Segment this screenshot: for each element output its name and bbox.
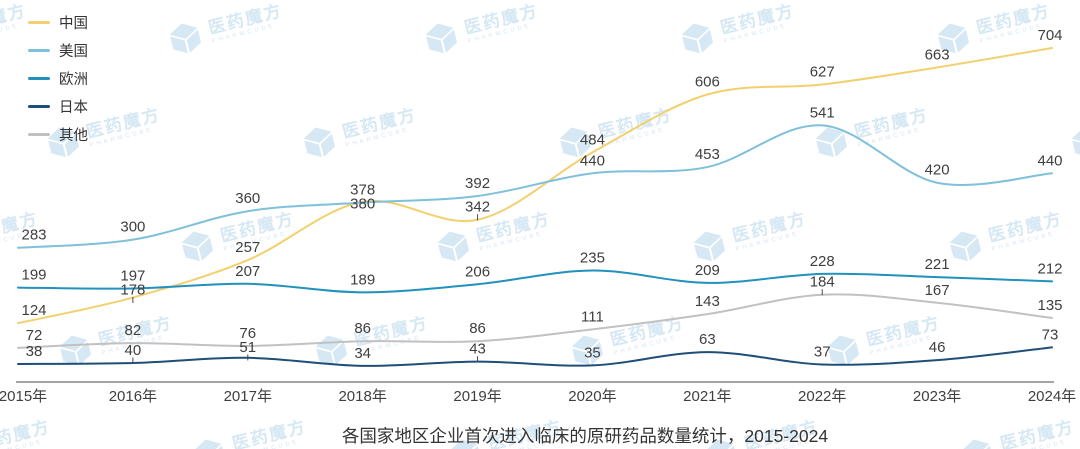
- x-axis-label: 2024年: [1028, 388, 1076, 405]
- data-label-europe-2: 207: [235, 263, 260, 280]
- series-line-japan: [17, 346, 1053, 367]
- legend-swatch-usa: [28, 48, 50, 52]
- x-axis-label: 2021年: [683, 388, 731, 405]
- data-label-china-1: 178: [120, 282, 145, 299]
- data-label-others-5: 111: [581, 308, 604, 325]
- data-label-usa-4: 392: [465, 175, 490, 192]
- legend-swatch-china: [28, 20, 50, 24]
- data-label-china-4: 342: [465, 199, 490, 216]
- data-label-europe-0: 199: [21, 267, 46, 284]
- data-label-others-4: 86: [469, 320, 486, 337]
- legend-item-usa[interactable]: 美国: [28, 36, 88, 64]
- data-label-others-8: 167: [925, 282, 950, 299]
- legend-label: 日本: [59, 99, 88, 116]
- legend-swatch-japan: [28, 104, 50, 108]
- data-label-japan-8: 46: [929, 339, 946, 356]
- data-label-japan-9: 73: [1042, 326, 1059, 343]
- data-label-others-3: 86: [354, 320, 371, 337]
- data-label-usa-9: 440: [1037, 152, 1062, 169]
- data-label-japan-2: 51: [239, 339, 256, 356]
- data-label-usa-2: 360: [235, 190, 260, 207]
- x-axis-label: 2023年: [913, 388, 961, 405]
- legend-item-japan[interactable]: 日本: [28, 92, 88, 120]
- data-label-japan-5: 35: [584, 344, 601, 361]
- data-label-others-9: 135: [1037, 297, 1062, 314]
- data-label-others-7: 184: [810, 274, 835, 291]
- data-label-usa-7: 541: [810, 104, 835, 121]
- data-label-japan-1: 40: [125, 342, 142, 359]
- data-label-others-0: 72: [26, 327, 43, 344]
- data-label-japan-6: 63: [699, 331, 716, 348]
- legend-swatch-europe: [28, 76, 50, 80]
- data-label-china-8: 663: [925, 46, 950, 63]
- chart-title: 各国家地区企业首次进入临床的原研药品数量统计，2015-2024: [341, 426, 829, 446]
- legend-label: 其他: [59, 127, 88, 144]
- data-label-china-6: 606: [695, 73, 720, 90]
- data-label-japan-0: 38: [26, 343, 43, 360]
- data-label-others-1: 82: [125, 322, 142, 339]
- data-label-others-2: 76: [239, 325, 256, 342]
- data-label-china-3: 380: [350, 196, 375, 213]
- data-label-others-6: 143: [695, 293, 720, 310]
- data-label-china-0: 124: [21, 302, 46, 319]
- legend-label: 美国: [59, 43, 88, 60]
- series-line-others: [17, 293, 1053, 349]
- data-label-usa-8: 420: [925, 162, 950, 179]
- x-axis-label: 2016年: [109, 388, 157, 405]
- x-axis-label: 2017年: [224, 388, 272, 405]
- legend-item-china[interactable]: 中国: [28, 8, 88, 36]
- data-label-europe-9: 212: [1037, 260, 1062, 277]
- data-label-japan-7: 37: [814, 343, 831, 360]
- data-label-europe-7: 228: [810, 253, 835, 270]
- legend: 中国美国欧洲日本其他: [28, 8, 88, 148]
- data-label-china-5: 484: [580, 131, 605, 148]
- series-line-usa: [17, 124, 1053, 249]
- data-label-europe-1: 197: [120, 268, 145, 285]
- data-label-china-9: 704: [1037, 27, 1062, 44]
- data-label-europe-6: 209: [695, 262, 720, 279]
- legend-item-europe[interactable]: 欧洲: [28, 64, 88, 92]
- legend-item-others[interactable]: 其他: [28, 120, 88, 148]
- legend-swatch-others: [28, 132, 50, 136]
- data-label-usa-3: 378: [350, 182, 375, 199]
- data-label-china-2: 257: [235, 239, 260, 256]
- data-label-europe-4: 206: [465, 263, 490, 280]
- data-label-usa-0: 283: [21, 227, 46, 244]
- data-label-europe-8: 221: [925, 256, 950, 273]
- series-line-europe: [17, 269, 1053, 294]
- x-axis-label: 2015年: [0, 388, 47, 405]
- data-label-usa-5: 440: [580, 152, 605, 169]
- legend-label: 中国: [59, 15, 88, 32]
- data-label-europe-3: 189: [350, 271, 375, 288]
- data-label-europe-5: 235: [580, 250, 605, 267]
- x-axis-label: 2019年: [453, 388, 501, 405]
- data-label-japan-3: 34: [354, 345, 371, 362]
- legend-label: 欧洲: [59, 71, 88, 88]
- data-label-china-7: 627: [810, 64, 835, 81]
- x-axis-label: 2018年: [338, 388, 386, 405]
- data-label-japan-4: 43: [469, 341, 486, 358]
- series-line-china: [17, 47, 1053, 325]
- x-axis-label: 2022年: [798, 388, 846, 405]
- x-axis-label: 2020年: [568, 388, 616, 405]
- data-label-usa-1: 300: [120, 219, 145, 236]
- data-label-usa-6: 453: [695, 146, 720, 163]
